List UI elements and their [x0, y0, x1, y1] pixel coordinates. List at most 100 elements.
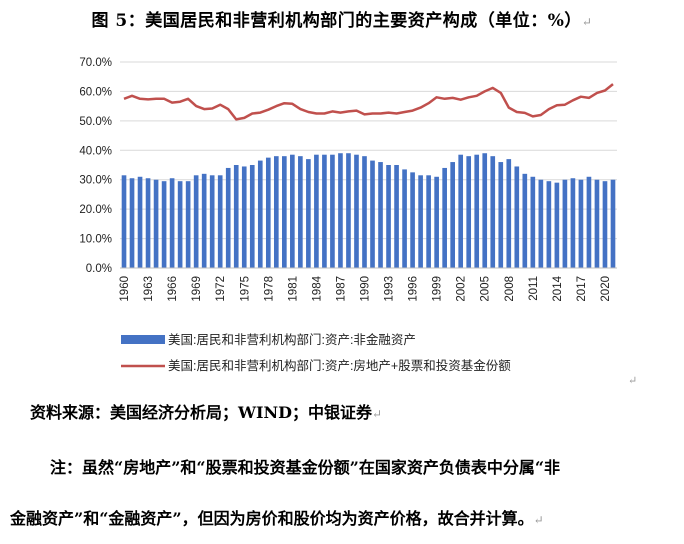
- anchor-mark: ↵: [628, 374, 637, 386]
- bar: [249, 165, 255, 268]
- bar: [185, 181, 191, 268]
- bar: [306, 159, 311, 268]
- x-tick-label: 2005: [480, 276, 492, 302]
- x-tick-label: 1981: [287, 276, 299, 302]
- x-tick-label: 2017: [576, 276, 588, 302]
- bar: [225, 167, 231, 268]
- bar: [362, 156, 367, 268]
- y-axis-ticks: 0.0% 10.0% 20.0% 30.0% 40.0% 50.0% 60.0% 70.0%: [79, 57, 112, 275]
- x-tick-label: 1966: [167, 276, 179, 302]
- y-tick-label: 50.0%: [79, 116, 112, 128]
- bar: [193, 175, 199, 268]
- y-tick-label: 60.0%: [79, 86, 112, 98]
- bar: [370, 160, 375, 268]
- source-note: 资料来源：美国经济分析局；WIND；中银证券↵: [30, 403, 383, 422]
- bar: [241, 166, 247, 268]
- bar: [442, 167, 447, 268]
- bar: [129, 178, 135, 268]
- legend-swatch-bar: [121, 335, 165, 344]
- bar: [490, 156, 496, 268]
- x-tick-label: 2011: [528, 276, 540, 301]
- bar: [506, 159, 512, 268]
- y-tick-label: 0.0%: [86, 263, 112, 275]
- bar: [410, 172, 415, 268]
- x-tick-label: 1996: [408, 276, 420, 302]
- bar: [298, 156, 303, 268]
- x-tick-label: 1969: [191, 276, 203, 302]
- bar: [137, 176, 143, 268]
- bar: [338, 153, 343, 268]
- bar: [562, 179, 568, 268]
- bar: [554, 182, 560, 268]
- y-tick-label: 10.0%: [79, 234, 112, 246]
- bar: [514, 166, 520, 268]
- y-tick-label: 40.0%: [79, 145, 112, 157]
- x-axis-ticks: 1960 1963 1966 1969 1972 1975 1978 1981 1984 1987…: [119, 275, 612, 301]
- bar: [322, 154, 327, 268]
- x-tick-label: 2014: [552, 275, 564, 301]
- bar: [265, 157, 271, 268]
- line-path: [123, 83, 614, 121]
- bar: [546, 181, 552, 268]
- legend-label-bar: 美国:居民和非营利机构部门:资产:非金融资产: [168, 332, 416, 347]
- x-tick-label: 2020: [600, 276, 612, 302]
- bar: [482, 153, 488, 268]
- bar: [434, 176, 439, 268]
- bar: [466, 156, 472, 268]
- bar: [217, 175, 223, 268]
- x-tick-label: 1960: [119, 276, 131, 302]
- bar: [153, 179, 159, 268]
- y-tick-label: 70.0%: [79, 57, 112, 69]
- note-text-2: 金融资产”和“金融资产”，但因为房价和股价均为资产价格，故合并计算。: [10, 509, 534, 528]
- bar: [346, 153, 351, 268]
- bar: [209, 175, 215, 268]
- source-text: 资料来源：美国经济分析局；WIND；中银证券: [30, 403, 372, 422]
- x-tick-label: 1963: [143, 276, 155, 302]
- bar: [602, 181, 608, 268]
- bar: [586, 176, 592, 268]
- legend-label-line: 美国:居民和非营利机构部门:资产:房地产+股票和投资基金份额: [168, 358, 511, 373]
- x-tick-label: 1972: [215, 276, 227, 302]
- y-tick-label: 30.0%: [79, 175, 112, 187]
- note-text-1: 注：虽然“房地产”和“股票和投资基金份额”在国家资产负债表中分属“非: [50, 458, 561, 477]
- bar: [610, 179, 616, 268]
- bar: [290, 154, 295, 268]
- bar: [394, 165, 399, 268]
- line-series: [123, 83, 614, 121]
- figure-title: 图 5：美国居民和非营利机构部门的主要资产构成（单位：%）↵: [91, 11, 593, 31]
- bar: [594, 179, 600, 268]
- bar: [177, 181, 183, 268]
- bar: [314, 154, 319, 268]
- bar: [426, 175, 431, 268]
- x-tick-label: 2002: [456, 276, 468, 302]
- bar: [354, 154, 359, 268]
- note-line-2: 金融资产”和“金融资产”，但因为房价和股价均为资产价格，故合并计算。↵: [10, 509, 544, 528]
- x-tick-label: 1993: [384, 276, 396, 302]
- bar: [578, 179, 584, 268]
- bar: [282, 156, 287, 268]
- bar: [201, 173, 207, 268]
- bar: [378, 162, 383, 268]
- bar: [522, 173, 528, 268]
- x-tick-label: 1984: [311, 275, 323, 301]
- x-tick-label: 1987: [335, 276, 347, 302]
- bar: [450, 162, 455, 268]
- bar: [418, 175, 423, 268]
- bar: [474, 154, 480, 268]
- bar: [145, 178, 151, 268]
- figure-title-text: 图 5：美国居民和非营利机构部门的主要资产构成（单位：%）: [91, 11, 582, 31]
- bar: [570, 178, 576, 268]
- x-tick-label: 1999: [432, 276, 444, 302]
- bar: [169, 178, 175, 268]
- note-line-1: 注：虽然“房地产”和“股票和投资基金份额”在国家资产负债表中分属“非: [50, 454, 560, 478]
- bar: [233, 165, 239, 268]
- x-tick-label: 1990: [359, 276, 371, 302]
- legend: 美国:居民和非营利机构部门:资产:非金融资产 美国:居民和非营利机构部门:资产:…: [121, 332, 511, 373]
- bar: [121, 175, 127, 268]
- x-tick-label: 1978: [263, 276, 275, 302]
- y-tick-label: 20.0%: [79, 204, 112, 216]
- bar: [530, 176, 536, 268]
- bar: [538, 179, 544, 268]
- x-tick-label: 2008: [504, 276, 516, 302]
- bar: [257, 160, 263, 268]
